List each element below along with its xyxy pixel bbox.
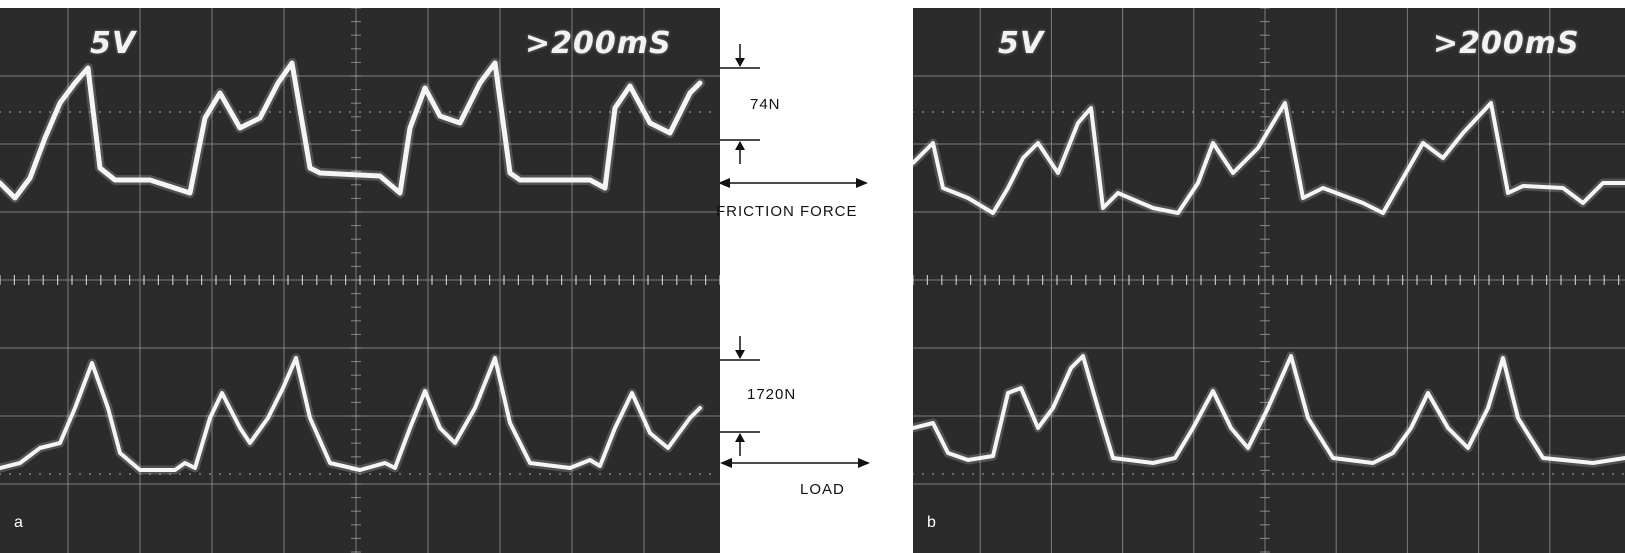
load-trace-a-glow (0, 353, 705, 475)
volts-per-div-label-b: 5V (998, 26, 1045, 61)
load-trace-a (0, 356, 702, 472)
oscilloscope-panel-a: 5V >200mS a (0, 8, 720, 553)
time-per-div-label-a: >200mS (525, 26, 672, 61)
friction-scale-label: 74N (750, 96, 781, 113)
oscilloscope-panel-b: 5V >200mS b (913, 8, 1625, 553)
friction-trace-a-glow (0, 58, 705, 203)
load-label: LOAD (800, 481, 845, 498)
scale-annotations: 74N FRICTION FORCE 1720N LOAD (716, 0, 913, 553)
panel-letter-b: b (927, 514, 936, 531)
oscilloscope-traces-b (913, 8, 1625, 553)
time-per-div-label-b: >200mS (1433, 26, 1580, 61)
volts-per-div-label-a: 5V (90, 26, 137, 61)
oscilloscope-traces-a (0, 8, 720, 553)
friction-trace-b (913, 101, 1625, 215)
load-scale-label: 1720N (747, 386, 797, 403)
friction-trace-a (0, 60, 703, 201)
load-trace-b (913, 354, 1625, 465)
panel-letter-a: a (14, 514, 23, 531)
scale-markers (720, 44, 870, 468)
friction-force-label: FRICTION FORCE (716, 203, 858, 220)
graticule (913, 8, 1625, 553)
